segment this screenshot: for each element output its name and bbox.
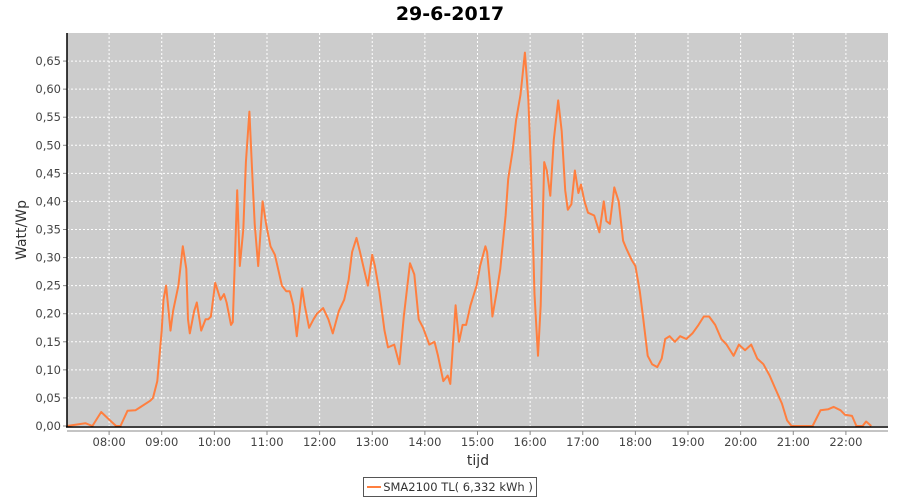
y-tick-label: 0,25 [35, 279, 61, 293]
x-tick-label: 15:00 [461, 435, 494, 449]
legend-label: SMA2100 TL( 6,332 kWh ) [383, 480, 533, 494]
x-tick-label: 11:00 [250, 435, 283, 449]
x-tick-label: 18:00 [619, 435, 652, 449]
y-tick-label: 0,45 [35, 166, 61, 180]
legend: SMA2100 TL( 6,332 kWh ) [363, 477, 537, 497]
x-tick-label: 21:00 [777, 435, 810, 449]
chart-title: 29-6-2017 [395, 3, 505, 25]
y-tick-label: 0,60 [35, 82, 61, 96]
x-tick-label: 14:00 [408, 435, 441, 449]
series-line [66, 51, 872, 427]
x-tick-label: 22:00 [829, 435, 862, 449]
y-tick-label: 0,30 [35, 251, 61, 265]
y-tick-label: 0,65 [35, 54, 61, 68]
y-tick-label: 0,50 [35, 138, 61, 152]
y-axis-label: Watt/Wp [14, 200, 30, 260]
y-tick-label: 0,35 [35, 223, 61, 237]
y-tick-label: 0,00 [35, 419, 61, 433]
x-tick-label: 19:00 [671, 435, 704, 449]
y-tick-label: 0,20 [35, 307, 61, 321]
y-tick-label: 0,10 [35, 363, 61, 377]
x-axis-ticks: 08:00 09:00 10:00 11:00 12:00 13:00 14:00 15:00… [93, 431, 862, 449]
x-tick-label: 17:00 [566, 435, 599, 449]
x-tick-label: 12:00 [303, 435, 336, 449]
x-tick-label: 09:00 [145, 435, 178, 449]
gridlines [67, 33, 888, 426]
x-tick-label: 10:00 [198, 435, 231, 449]
x-tick-label: 16:00 [514, 435, 547, 449]
y-axis-ticks: 0,00 0,05 0,10 0,15 0,20 0,25 0,30 0,35 0,40 0,45… [35, 54, 67, 433]
y-tick-label: 0,15 [35, 335, 61, 349]
x-tick-label: 08:00 [93, 435, 126, 449]
x-tick-label: 20:00 [724, 435, 757, 449]
y-tick-label: 0,55 [35, 110, 61, 124]
x-axis-label: tijd [467, 453, 489, 469]
y-tick-label: 0,40 [35, 194, 61, 208]
x-tick-label: 13:00 [356, 435, 389, 449]
legend-swatch [367, 486, 382, 488]
y-tick-label: 0,05 [35, 391, 61, 405]
